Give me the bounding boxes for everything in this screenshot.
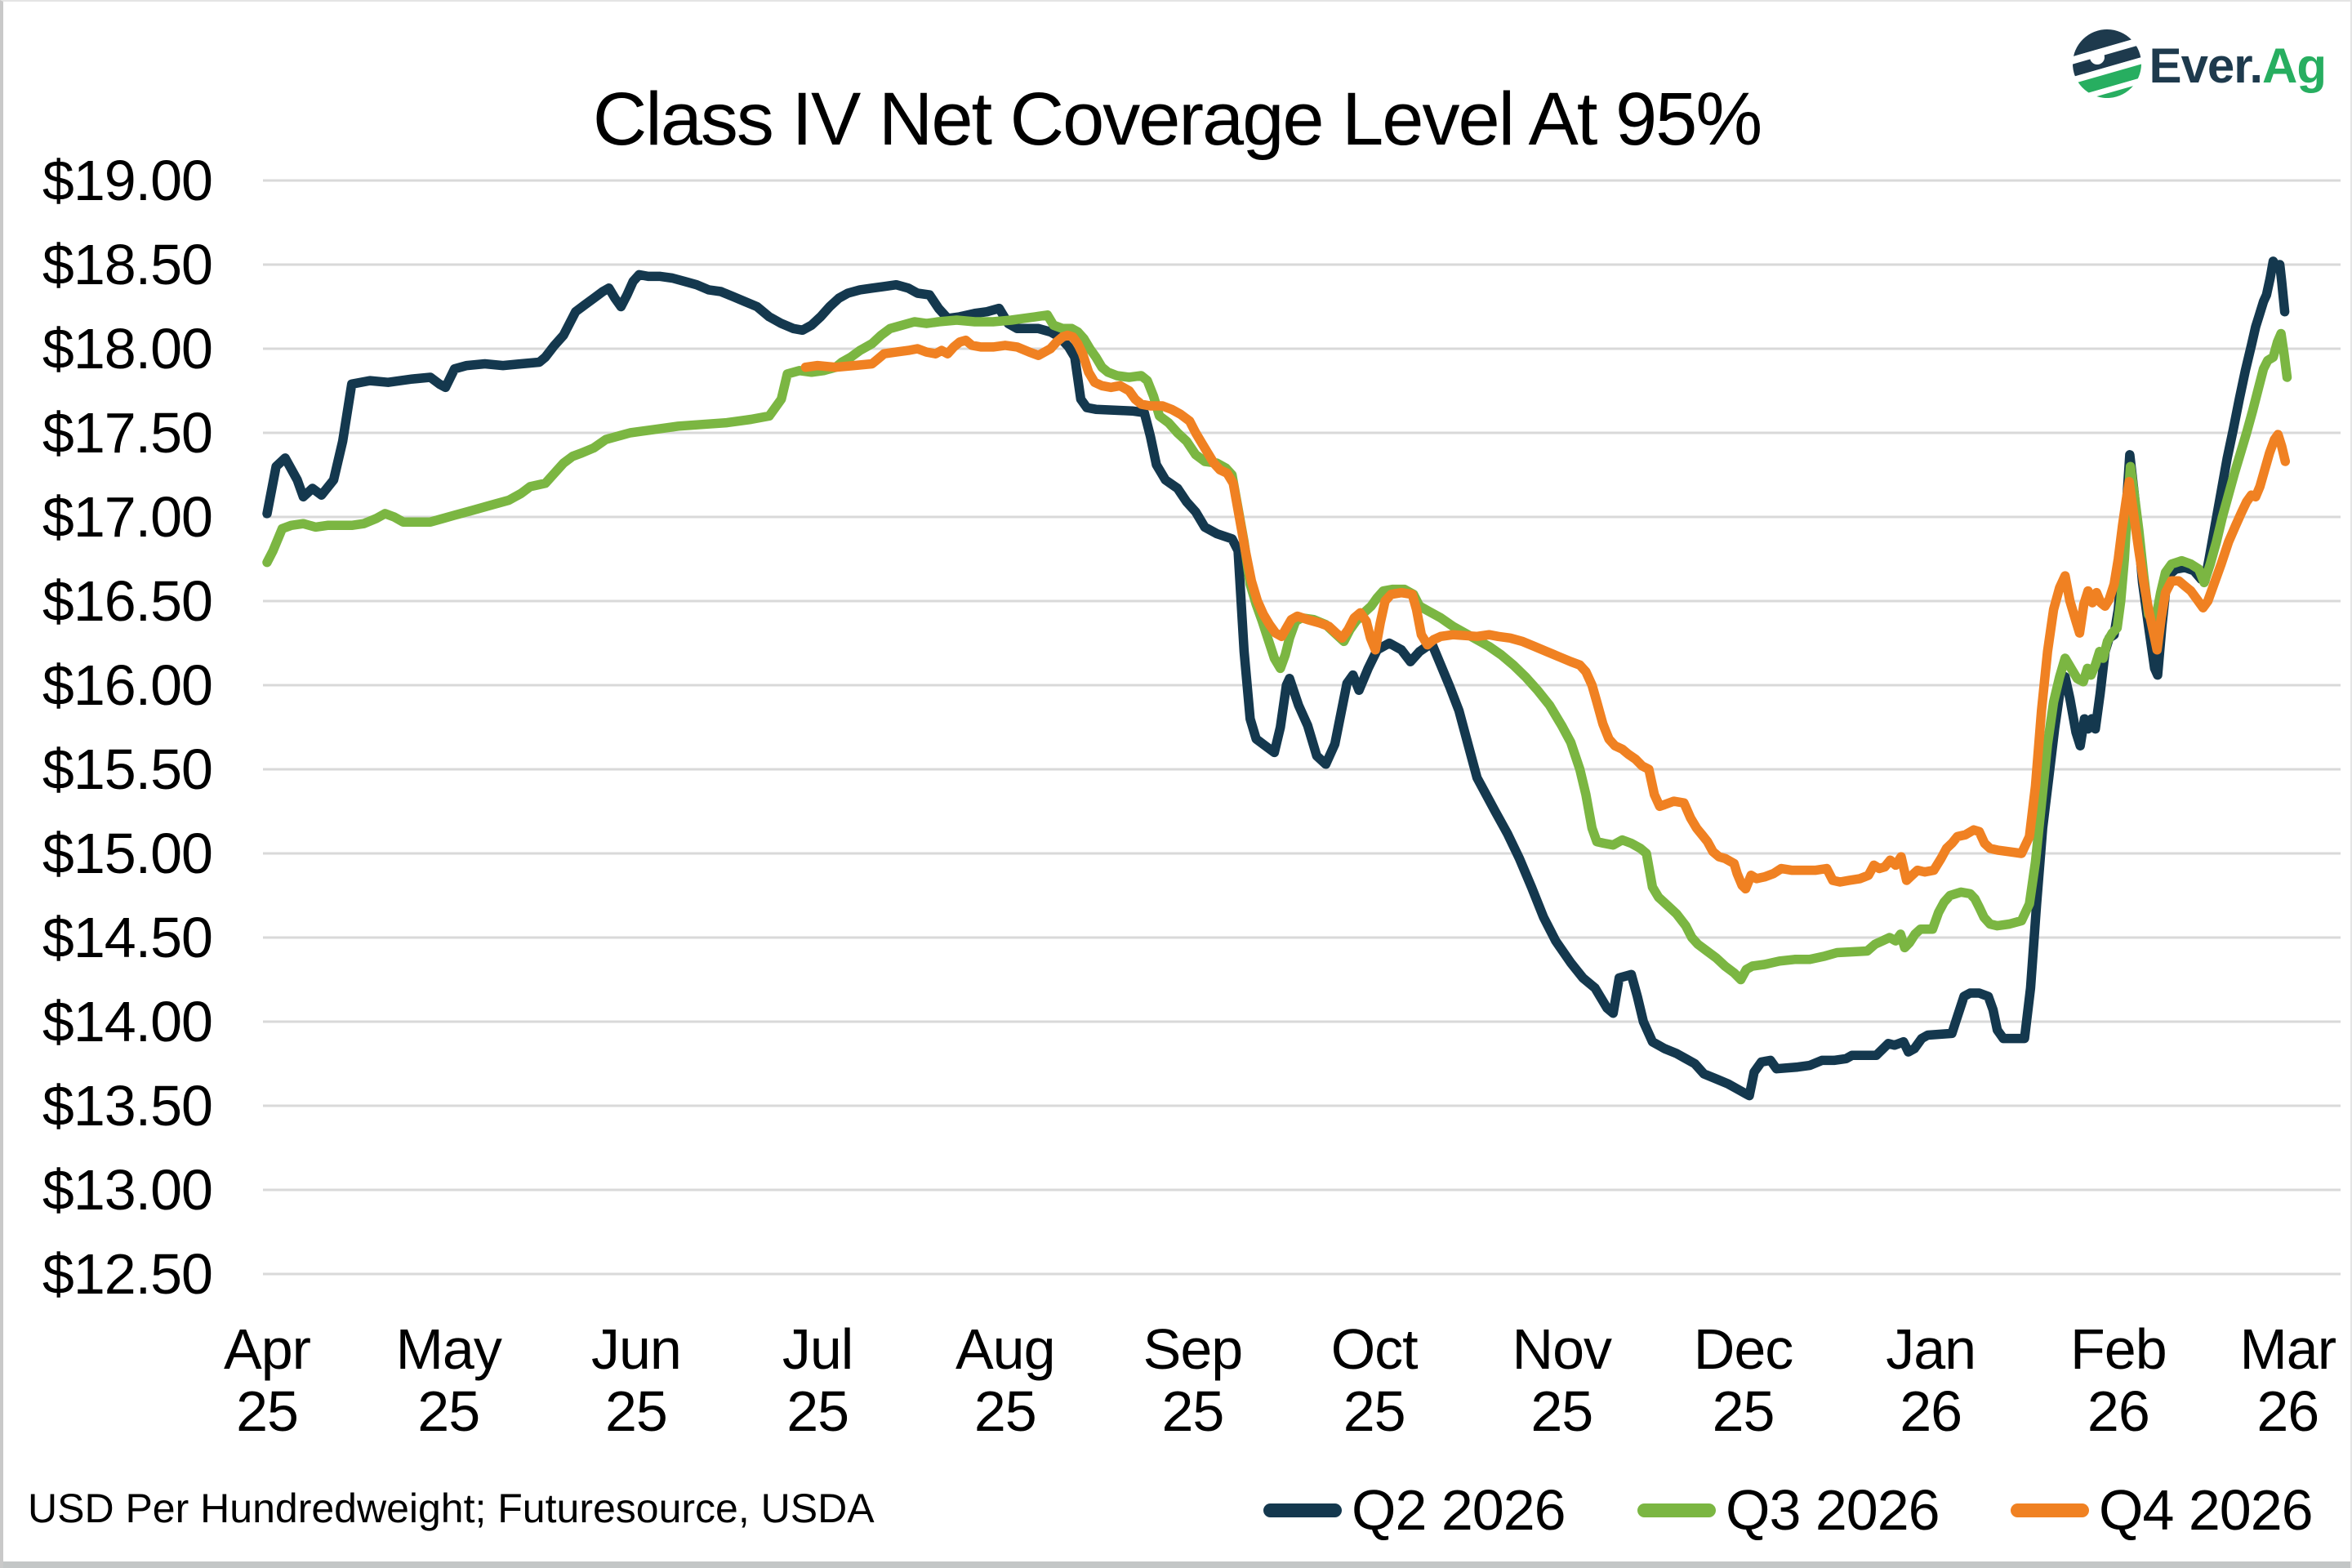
everag-logo-text-primary: Ever. bbox=[2149, 38, 2263, 93]
series-line-q4-2026[interactable] bbox=[800, 330, 2291, 894]
y-tick-label: $15.50 bbox=[42, 737, 213, 801]
legend-item-q3-2026[interactable]: Q3 2026 bbox=[1637, 1481, 1940, 1539]
x-tick-label: Aug 25 bbox=[955, 1317, 1056, 1443]
y-tick-label: $14.00 bbox=[42, 990, 213, 1054]
y-tick-label: $13.00 bbox=[42, 1158, 213, 1222]
series-line-q3-2026[interactable] bbox=[262, 310, 2292, 985]
x-tick-label: Oct 25 bbox=[1330, 1317, 1419, 1443]
x-tick-label: Jun 25 bbox=[590, 1317, 682, 1443]
everag-logo-text-accent: Ag bbox=[2262, 38, 2327, 93]
legend-item-q2-2026[interactable]: Q2 2026 bbox=[1263, 1481, 1566, 1539]
y-tick-label: $14.50 bbox=[42, 906, 213, 969]
source-note: USD Per Hundredweight; Futuresource, USD… bbox=[28, 1486, 875, 1531]
x-tick-label: Apr 25 bbox=[224, 1317, 311, 1443]
x-tick-label: Jan 26 bbox=[1886, 1317, 1976, 1443]
y-tick-label: $17.00 bbox=[42, 485, 213, 549]
y-tick-label: $17.50 bbox=[42, 401, 213, 465]
legend-label: Q2 2026 bbox=[1352, 1478, 1566, 1542]
legend-item-q4-2026[interactable]: Q4 2026 bbox=[2011, 1478, 2314, 1542]
y-tick-label: $18.50 bbox=[42, 233, 213, 296]
chart-canvas bbox=[262, 179, 2341, 1276]
y-tick-label: $13.50 bbox=[42, 1074, 213, 1138]
x-tick-label: Sep 25 bbox=[1143, 1317, 1244, 1443]
y-tick-label: $15.00 bbox=[42, 822, 213, 885]
series-line-q2-2026[interactable] bbox=[262, 256, 2290, 1101]
y-tick-label: $18.00 bbox=[42, 317, 213, 381]
x-tick-label: May 25 bbox=[395, 1317, 502, 1443]
y-tick-label: $16.50 bbox=[42, 569, 213, 633]
x-tick-label: Nov 25 bbox=[1512, 1317, 1612, 1443]
y-tick-label: $19.00 bbox=[42, 149, 213, 212]
legend-swatch bbox=[2011, 1503, 2089, 1517]
everag-logo: Ever.Ag bbox=[2064, 21, 2327, 106]
x-tick-label: Feb 26 bbox=[2070, 1317, 2167, 1443]
everag-logo-text: Ever.Ag bbox=[2149, 38, 2327, 94]
chart-title: Class IV Net Coverage Level At 95% bbox=[592, 77, 1762, 161]
x-tick-label: Dec 25 bbox=[1693, 1317, 1793, 1443]
legend-label: Q3 2026 bbox=[1726, 1478, 1940, 1542]
x-tick-label: Mar 26 bbox=[2239, 1317, 2336, 1443]
y-tick-label: $12.50 bbox=[42, 1242, 213, 1306]
x-tick-label: Jul 25 bbox=[782, 1317, 853, 1443]
y-tick-label: $16.00 bbox=[42, 653, 213, 717]
window-bottom-edge bbox=[3, 1561, 2350, 1568]
legend-swatch bbox=[1637, 1503, 1716, 1517]
legend-swatch bbox=[1263, 1503, 1342, 1517]
legend-label: Q4 2026 bbox=[2099, 1478, 2314, 1542]
